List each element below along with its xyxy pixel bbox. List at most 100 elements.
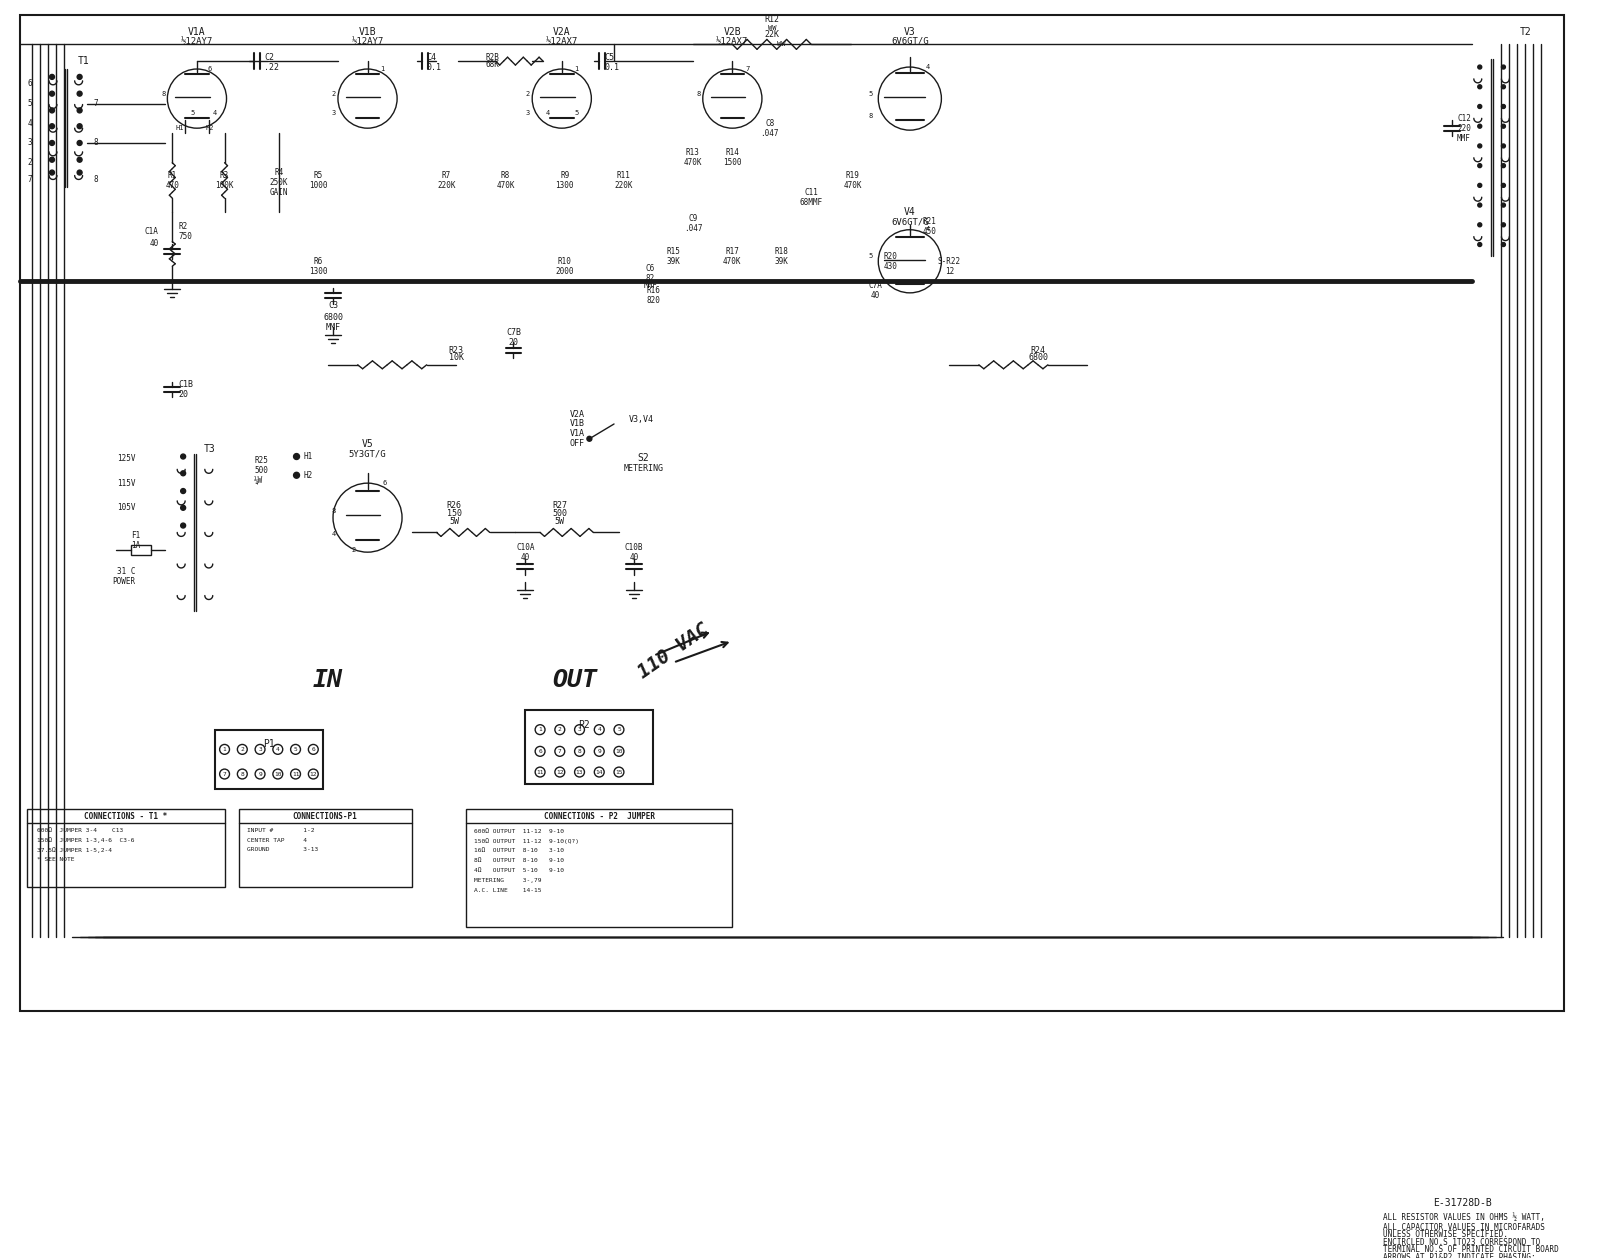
Text: 3: 3 xyxy=(331,111,336,117)
Circle shape xyxy=(181,454,186,459)
Text: 12: 12 xyxy=(945,267,954,276)
Text: 6: 6 xyxy=(208,65,211,72)
Text: 1300: 1300 xyxy=(556,181,575,190)
Text: 1: 1 xyxy=(381,65,384,72)
Text: 8: 8 xyxy=(162,91,165,97)
Circle shape xyxy=(77,74,82,79)
Text: 4: 4 xyxy=(27,118,32,128)
Text: 2: 2 xyxy=(331,91,336,97)
Text: C1A: C1A xyxy=(144,228,158,237)
Text: ¼W: ¼W xyxy=(255,476,264,484)
Circle shape xyxy=(1502,104,1505,108)
Circle shape xyxy=(50,141,54,146)
Text: 7: 7 xyxy=(557,749,562,754)
Text: E-31728D-B: E-31728D-B xyxy=(1433,1198,1492,1208)
Text: 600Ω OUTPUT  11-12  9-10: 600Ω OUTPUT 11-12 9-10 xyxy=(474,829,564,834)
Text: INPUT #        1-2: INPUT # 1-2 xyxy=(247,828,315,833)
Text: R7: R7 xyxy=(442,171,451,180)
Text: 1: 1 xyxy=(538,727,543,732)
Text: 4: 4 xyxy=(597,727,600,732)
Text: 6V6GT/G: 6V6GT/G xyxy=(892,36,929,45)
Text: A.C. LINE    14-15: A.C. LINE 14-15 xyxy=(474,888,541,893)
Circle shape xyxy=(77,92,82,96)
Text: 600Ω  JUMPER 3-4    C13: 600Ω JUMPER 3-4 C13 xyxy=(37,828,123,833)
Bar xyxy=(21,15,1564,1010)
Text: .047: .047 xyxy=(760,128,780,137)
Circle shape xyxy=(77,157,82,162)
Text: WW: WW xyxy=(767,25,776,30)
Text: R9: R9 xyxy=(560,171,570,180)
Text: 6: 6 xyxy=(27,79,32,88)
Text: 2: 2 xyxy=(27,159,32,167)
Text: R25: R25 xyxy=(255,455,267,465)
Text: CONNECTIONS-P1: CONNECTIONS-P1 xyxy=(293,811,357,821)
Text: 31 C: 31 C xyxy=(117,567,136,576)
Text: 1: 1 xyxy=(575,65,580,72)
Text: R5: R5 xyxy=(314,171,323,180)
Text: R8: R8 xyxy=(501,171,511,180)
Text: 250K: 250K xyxy=(269,177,288,187)
Text: OFF: OFF xyxy=(570,439,584,448)
Text: GAIN: GAIN xyxy=(269,187,288,196)
Text: 1A: 1A xyxy=(131,541,141,550)
Text: 1500: 1500 xyxy=(724,159,741,167)
Text: V2A: V2A xyxy=(570,410,584,419)
Circle shape xyxy=(181,506,186,511)
Text: 2: 2 xyxy=(557,727,562,732)
Text: C5: C5 xyxy=(604,53,615,62)
Text: V3,V4: V3,V4 xyxy=(629,415,653,424)
Text: 450: 450 xyxy=(922,228,937,237)
Text: 10: 10 xyxy=(615,749,623,754)
Text: H2: H2 xyxy=(304,470,312,479)
Text: 470K: 470K xyxy=(844,181,861,190)
Bar xyxy=(525,710,653,784)
Text: R27: R27 xyxy=(552,502,567,511)
Circle shape xyxy=(77,123,82,128)
Text: 1000: 1000 xyxy=(309,181,328,190)
Text: ½12AY7: ½12AY7 xyxy=(351,36,384,45)
Text: UNLESS OTHERWISE SPECIFIED.: UNLESS OTHERWISE SPECIFIED. xyxy=(1383,1230,1508,1239)
Text: TERMINAL NO.S OF PRINTED CIRCUIT BOARD: TERMINAL NO.S OF PRINTED CIRCUIT BOARD xyxy=(1383,1244,1559,1254)
Text: V2B: V2B xyxy=(724,26,741,36)
Text: C9: C9 xyxy=(688,214,698,224)
Text: 7: 7 xyxy=(223,771,226,776)
Text: 220K: 220K xyxy=(437,181,456,190)
Text: 2000: 2000 xyxy=(556,267,575,276)
Text: R24: R24 xyxy=(1031,346,1045,355)
Circle shape xyxy=(50,123,54,128)
Text: 82: 82 xyxy=(645,273,655,283)
Text: C4: C4 xyxy=(427,53,437,62)
Text: 6: 6 xyxy=(383,481,386,486)
Text: 500: 500 xyxy=(552,509,567,518)
Text: V1B: V1B xyxy=(359,26,376,36)
Text: V1A: V1A xyxy=(570,429,584,438)
Text: 5: 5 xyxy=(27,99,32,108)
Text: C11: C11 xyxy=(804,187,818,196)
Text: R4: R4 xyxy=(274,169,283,177)
Text: 220K: 220K xyxy=(615,181,632,190)
Text: CENTER TAP     4: CENTER TAP 4 xyxy=(247,838,307,843)
Text: 37.5Ω JUMPER 1-5,2-4: 37.5Ω JUMPER 1-5,2-4 xyxy=(37,847,112,853)
Text: V4: V4 xyxy=(905,208,916,216)
Text: 14: 14 xyxy=(596,770,604,775)
Text: 150Ω OUTPUT  11-12  9-10(Q?): 150Ω OUTPUT 11-12 9-10(Q?) xyxy=(474,838,580,844)
Text: 150Ω  JUMPER 1-3,4-6  C3-6: 150Ω JUMPER 1-3,4-6 C3-6 xyxy=(37,837,134,843)
Text: 40: 40 xyxy=(149,239,158,248)
Text: 10: 10 xyxy=(274,771,282,776)
Text: H1: H1 xyxy=(176,126,184,131)
Text: C3: C3 xyxy=(328,301,338,311)
Text: S-R22: S-R22 xyxy=(938,257,961,265)
Text: 500: 500 xyxy=(255,465,267,474)
Bar xyxy=(239,809,411,887)
Text: 750: 750 xyxy=(178,233,192,242)
Text: R12: R12 xyxy=(764,15,780,24)
Text: 40: 40 xyxy=(871,292,881,301)
Circle shape xyxy=(50,92,54,96)
Text: C10B: C10B xyxy=(624,542,644,552)
Circle shape xyxy=(181,470,186,476)
Text: C1B: C1B xyxy=(178,380,194,389)
Text: 4: 4 xyxy=(546,111,551,117)
Text: 5: 5 xyxy=(868,253,873,259)
Text: 8: 8 xyxy=(93,138,98,147)
Circle shape xyxy=(1478,184,1483,187)
